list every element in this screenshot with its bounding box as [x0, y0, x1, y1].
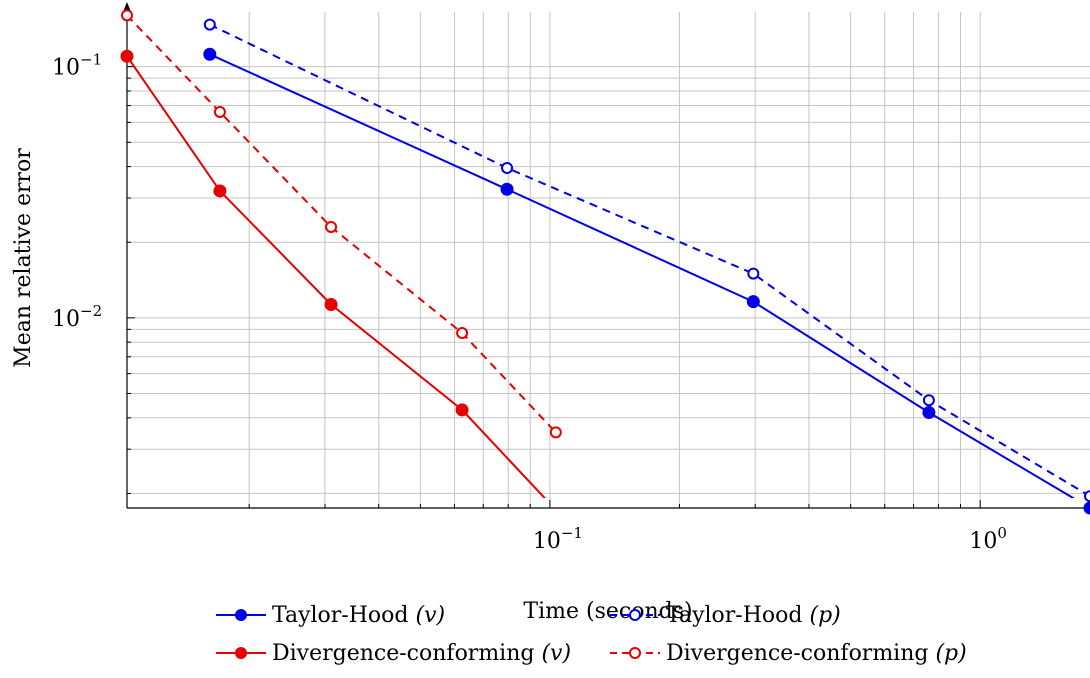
y-axis-arrow: [123, 2, 131, 12]
y-tick-label-exponent: −2: [80, 302, 102, 320]
x-tick-label-base: 10: [969, 529, 997, 554]
data-point-divergence-conforming-p: [549, 426, 562, 439]
markers-layer: [120, 9, 1090, 515]
legend-label-taylor-hood-v: Taylor-Hood (v): [272, 602, 446, 628]
x-tick-label-exponent: 0: [997, 524, 1007, 542]
legend: Taylor-Hood (v) Taylor-Hood (p) Divergen…: [214, 594, 1014, 674]
data-point-taylor-hood-p: [1084, 490, 1090, 503]
data-point-taylor-hood-v: [922, 405, 936, 419]
x-tick-label: 10−1: [533, 524, 583, 554]
legend-swatch-divergence-conforming-v: [216, 647, 266, 659]
y-axis-label: Mean relative error: [11, 148, 36, 368]
data-point-taylor-hood-v: [500, 182, 514, 196]
legend-item-divergence-conforming-p: Divergence-conforming (p): [608, 634, 967, 672]
data-point-taylor-hood-v: [1083, 501, 1090, 515]
data-point-taylor-hood-p: [501, 161, 514, 174]
y-tick-label-exponent: −1: [80, 51, 102, 69]
x-tick-label: 100: [969, 524, 1007, 554]
legend-label-divergence-conforming-p: Divergence-conforming (p): [666, 640, 967, 666]
data-point-taylor-hood-v: [203, 47, 217, 61]
x-tick-label-base: 10: [533, 529, 561, 554]
series-line-divergence-conforming-v: [126, 55, 547, 498]
grid: [127, 12, 1090, 508]
y-tick-label-base: 10: [52, 56, 80, 81]
legend-swatch-taylor-hood-v: [216, 609, 266, 621]
y-tick-label-base: 10: [52, 307, 80, 332]
legend-item-taylor-hood-p: Taylor-Hood (p): [608, 596, 841, 634]
data-point-taylor-hood-p: [203, 18, 216, 31]
data-point-divergence-conforming-p: [213, 105, 226, 118]
legend-swatch-marker: [629, 647, 641, 659]
data-point-divergence-conforming-v: [455, 403, 469, 417]
y-tick-label: 10−1: [52, 51, 102, 81]
data-point-divergence-conforming-p: [121, 9, 133, 22]
legend-item-taylor-hood-v: Taylor-Hood (v): [214, 596, 445, 634]
series-line-taylor-hood-p: [209, 23, 1090, 498]
legend-item-divergence-conforming-v: Divergence-conforming (v): [214, 634, 571, 672]
legend-label-taylor-hood-p: Taylor-Hood (p): [666, 602, 841, 628]
y-tick-label: 10−2: [52, 302, 102, 332]
data-point-divergence-conforming-p: [456, 327, 469, 340]
legend-swatch-marker: [235, 609, 247, 621]
legend-swatch-marker: [235, 647, 247, 659]
axes: [123, 2, 1090, 509]
legend-swatch-divergence-conforming-p: [610, 647, 660, 659]
data-point-divergence-conforming-v: [213, 184, 227, 198]
data-point-taylor-hood-v: [746, 295, 760, 309]
series-line-divergence-conforming-p: [126, 14, 557, 434]
data-point-divergence-conforming-v: [120, 49, 134, 63]
legend-swatch-marker: [629, 609, 641, 621]
data-point-divergence-conforming-p: [325, 220, 338, 233]
data-point-taylor-hood-p: [747, 267, 760, 280]
legend-label-divergence-conforming-v: Divergence-conforming (v): [272, 640, 572, 666]
legend-swatch-taylor-hood-p: [610, 609, 660, 621]
x-tick-label-exponent: −1: [561, 524, 583, 542]
series-layer: [126, 14, 1090, 498]
data-point-taylor-hood-p: [922, 394, 935, 407]
data-point-divergence-conforming-v: [324, 298, 338, 312]
x-axis-label: Time (seconds): [523, 599, 692, 624]
